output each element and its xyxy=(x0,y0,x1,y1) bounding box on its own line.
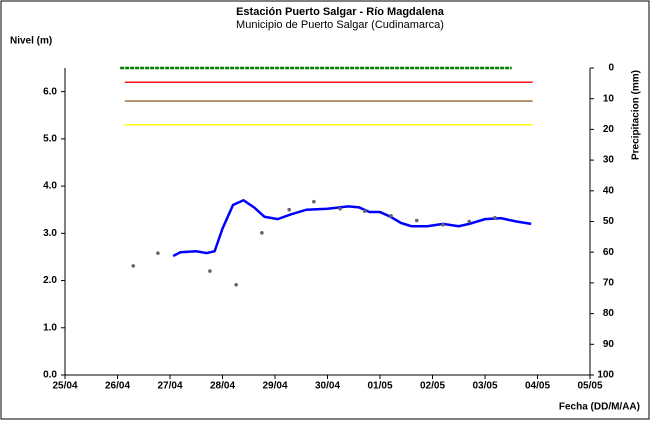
x-tick-label: 26/04 xyxy=(105,381,130,392)
y2-axis-label: Precipitacion (mm) xyxy=(631,70,642,160)
x-tick-label: 03/05 xyxy=(472,381,497,392)
y-tick-label: 3.0 xyxy=(43,228,57,239)
y2-tick-label: 60 xyxy=(603,247,615,258)
y2-tick-label: 50 xyxy=(603,216,615,227)
data-point xyxy=(414,218,419,223)
y-tick-label: 4.0 xyxy=(43,181,57,192)
data-point xyxy=(234,282,238,287)
data-point xyxy=(493,215,497,220)
x-tick-label: 30/04 xyxy=(315,381,340,392)
y2-tick-label: 20 xyxy=(603,124,615,135)
y2-tick-label: 100 xyxy=(597,370,614,381)
y-tick-label: 0.0 xyxy=(43,370,57,381)
y2-tick-label: 0 xyxy=(608,63,614,74)
y2-tick-label: 70 xyxy=(603,278,615,289)
x-tick-label: 05/05 xyxy=(577,381,602,392)
data-point xyxy=(441,223,445,227)
data-point xyxy=(338,206,342,211)
y2-tick-label: 90 xyxy=(603,339,615,350)
y2-tick-label: 40 xyxy=(603,185,615,196)
y2-tick-label: 10 xyxy=(603,93,615,104)
y-tick-label: 1.0 xyxy=(43,322,57,333)
data-point xyxy=(287,207,291,212)
data-point xyxy=(156,251,160,255)
x-tick-label: 01/05 xyxy=(367,381,392,392)
y-tick-label: 5.0 xyxy=(43,133,57,144)
data-point xyxy=(312,199,316,204)
x-tick-label: 28/04 xyxy=(210,381,235,392)
data-point xyxy=(260,231,264,235)
chart-subtitle: Municipio de Puerto Salgar (Cudinamarca) xyxy=(236,19,444,31)
data-point xyxy=(389,214,393,218)
x-tick-label: 02/05 xyxy=(420,381,445,392)
x-tick-label: 04/05 xyxy=(525,381,550,392)
y-tick-label: 2.0 xyxy=(43,275,57,286)
x-tick-label: 27/04 xyxy=(157,381,182,392)
y-axis-label: Nivel (m) xyxy=(10,36,52,47)
chart-title: Estación Puerto Salgar - Río Magdalena xyxy=(236,6,445,18)
y2-tick-label: 80 xyxy=(603,308,615,319)
x-axis-label: Fecha (DD/M/AA) xyxy=(559,402,640,413)
x-tick-label: 25/04 xyxy=(52,381,77,392)
x-tick-label: 29/04 xyxy=(262,381,287,392)
data-point xyxy=(467,219,472,224)
data-point xyxy=(208,269,212,273)
y-tick-label: 6.0 xyxy=(43,86,57,97)
y2-tick-label: 30 xyxy=(603,155,615,166)
level-line xyxy=(172,198,532,258)
data-point xyxy=(131,264,136,268)
data-point xyxy=(362,209,367,213)
